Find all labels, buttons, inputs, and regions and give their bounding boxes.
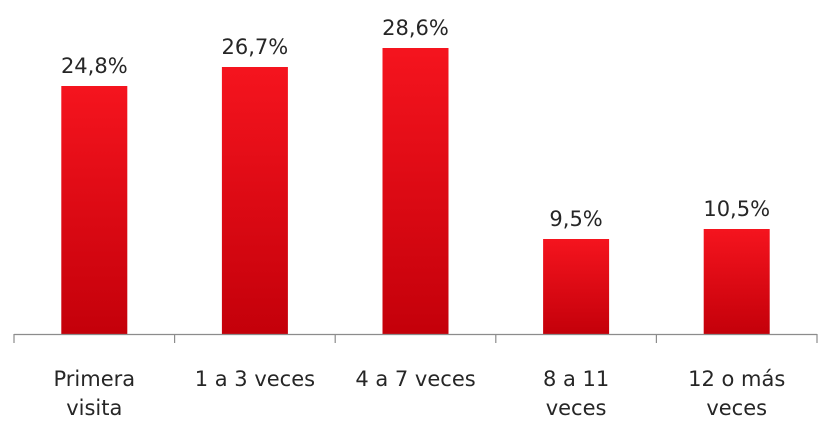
x-tick-labels: Primera visita 1 a 3 veces 4 a 7 veces 8 a 1… xyxy=(53,367,785,420)
bar xyxy=(221,67,288,334)
bar xyxy=(382,48,449,334)
data-labels: 24,8% 26,7% 28,6% 9,5% 10,5% xyxy=(61,16,770,231)
data-label: 24,8% xyxy=(61,54,128,78)
x-axis xyxy=(13,333,818,343)
x-tick-label: 12 o más veces xyxy=(688,367,785,420)
x-tick-label: 4 a 7 veces xyxy=(355,367,475,391)
x-tick-label: 1 a 3 veces xyxy=(195,367,315,391)
x-tick-label-line: Primera xyxy=(53,367,135,391)
bar xyxy=(61,86,128,334)
data-label: 9,5% xyxy=(549,207,602,231)
x-tick-label-line: 1 a 3 veces xyxy=(195,367,315,391)
data-label: 26,7% xyxy=(222,35,289,59)
bar xyxy=(703,229,770,334)
bar xyxy=(543,239,610,334)
data-label: 10,5% xyxy=(703,197,770,221)
data-label: 28,6% xyxy=(382,16,449,40)
x-tick-label: Primera visita xyxy=(53,367,135,420)
x-tick-label-line: 12 o más xyxy=(688,367,785,391)
x-tick-label-line: 4 a 7 veces xyxy=(355,367,475,391)
x-tick-label-line: visita xyxy=(66,396,122,420)
x-tick-label-line: 8 a 11 xyxy=(543,367,609,391)
bars-layer xyxy=(61,48,770,334)
x-tick-label-line: veces xyxy=(546,396,607,420)
x-tick-label-line: veces xyxy=(706,396,767,420)
x-tick-label: 8 a 11 veces xyxy=(543,367,609,420)
